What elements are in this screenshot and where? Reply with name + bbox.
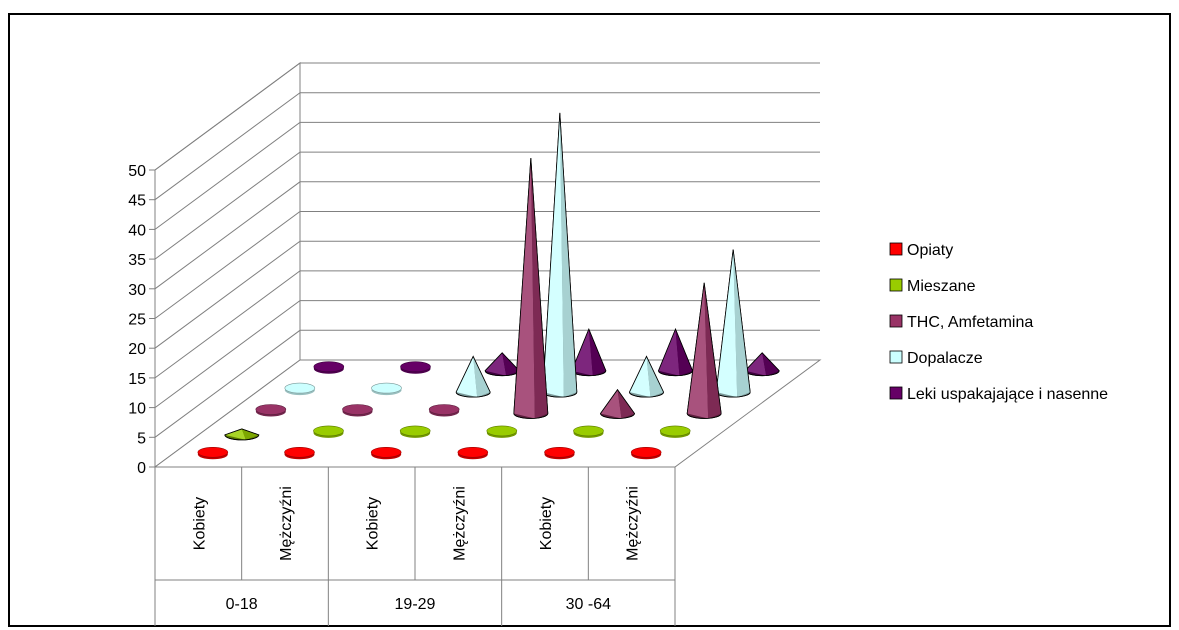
group-label: 0-18: [226, 596, 258, 613]
cone: [457, 446, 489, 460]
cone: [573, 425, 604, 438]
gridline: [154, 329, 820, 438]
cone: [255, 404, 287, 417]
cone: [744, 352, 780, 377]
cone: [484, 352, 520, 377]
legend-swatch: [889, 278, 903, 292]
cone: [313, 425, 344, 438]
gridline: [154, 240, 820, 349]
category-label: Kobiety: [538, 497, 555, 550]
cone: [544, 446, 575, 460]
legend-swatch: [889, 314, 903, 328]
series-3: [284, 112, 751, 398]
gridline: [154, 62, 820, 171]
cone: [600, 389, 635, 419]
legend-swatch: [889, 386, 903, 400]
category-label: Mężczyźni: [278, 486, 295, 561]
legend-label: Opiaty: [907, 242, 953, 259]
y-tick-label: 5: [137, 430, 146, 447]
y-tick-label: 10: [128, 401, 146, 418]
y-tick-label: 15: [128, 371, 146, 388]
legend-swatch: [889, 350, 903, 364]
cone: [284, 446, 315, 460]
legend-item: Leki uspakajające i nasenne: [889, 386, 1108, 403]
cone: [571, 328, 607, 377]
legend-label: Dopalacze: [907, 350, 983, 367]
cone: [629, 355, 664, 398]
series-0: [197, 446, 662, 460]
cone: [370, 446, 402, 460]
gridline: [154, 300, 820, 409]
legend-swatch: [889, 242, 903, 256]
gridline: [154, 270, 820, 379]
cone: [400, 361, 431, 374]
y-tick-label: 35: [128, 252, 146, 269]
cone: [284, 382, 316, 396]
cone: [428, 404, 460, 417]
y-tick-label: 50: [128, 163, 146, 180]
series-1: [224, 425, 691, 441]
category-label: Mężczyźni: [625, 486, 642, 561]
y-tick-label: 0: [137, 460, 146, 477]
cone: [197, 446, 229, 460]
cone: [513, 158, 549, 419]
legend-label: Leki uspakajające i nasenne: [907, 386, 1108, 403]
category-axis: Kobiety Mężczyźni Kobiety Mężczyźni Kobiety M…: [154, 467, 676, 626]
category-label: Kobiety: [365, 497, 382, 550]
y-tick-label: 45: [128, 193, 146, 210]
cone: [659, 425, 691, 438]
y-tick-label: 30: [128, 282, 146, 299]
y-tick-label: 40: [128, 222, 146, 239]
cone: [313, 361, 345, 374]
cone: [686, 282, 722, 419]
series-2: [255, 158, 722, 419]
category-label: Mężczyźni: [451, 486, 468, 561]
y-tick-label: 25: [128, 312, 146, 329]
legend-item: Opiaty: [889, 242, 953, 259]
cone: [486, 425, 518, 438]
legend-item: THC, Amfetamina: [889, 314, 1033, 331]
cone: [455, 355, 491, 398]
category-label: Kobiety: [191, 497, 208, 550]
cone: [630, 446, 662, 460]
series-4: [313, 328, 780, 377]
legend-item: Mieszane: [889, 278, 976, 295]
gridline: [154, 151, 820, 260]
gridlines: [154, 62, 820, 438]
legend: Opiaty Mieszane THC, Amfetamina Dopalacze Le…: [889, 242, 1108, 403]
legend-label: Mieszane: [907, 278, 976, 295]
legend-label: THC, Amfetamina: [907, 314, 1033, 331]
group-label: 19-29: [395, 596, 436, 613]
legend-item: Dopalacze: [889, 350, 983, 367]
gridline: [154, 211, 820, 319]
gridline: [154, 92, 820, 201]
cone: [371, 382, 402, 396]
cone: [399, 425, 431, 438]
cone: [342, 404, 373, 417]
plot-marks: [197, 112, 780, 460]
cone: [224, 428, 260, 441]
cone: [715, 249, 751, 398]
cone: [658, 328, 693, 377]
gridline: [154, 181, 820, 290]
cone: [542, 112, 578, 398]
y-axis: 0 5 10 15 20 25 30 35 40 45 50: [128, 163, 156, 477]
y-tick-label: 20: [128, 341, 146, 358]
gridline: [154, 121, 820, 230]
group-label: 30 -64: [566, 596, 611, 613]
